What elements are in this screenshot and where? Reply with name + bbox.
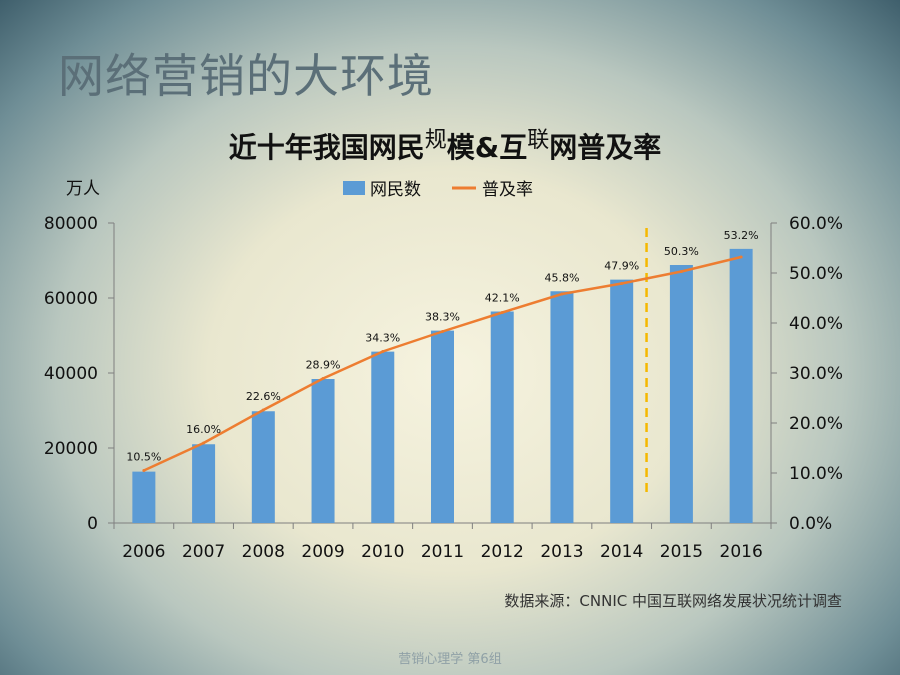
- legend: 网民数 普及率: [343, 180, 533, 200]
- x-tick-label: 2011: [421, 542, 464, 562]
- rate-label-2008: 22.6%: [246, 390, 281, 403]
- rate-point-2007: [202, 441, 206, 445]
- bar-2013: [550, 291, 574, 523]
- data-labels: 10.5% 16.0% 22.6% 28.9% 34.3% 38.3% 42.1% 45.8%…: [126, 229, 758, 464]
- rate-label-2015: 50.3%: [664, 245, 699, 258]
- chart-title: 近十年我国网民规模&互联网普及率: [229, 128, 661, 164]
- rate-label-2007: 16.0%: [186, 423, 221, 436]
- slide-title: 网络营销的大环境: [58, 49, 434, 103]
- y-left-tick-label: 60000: [44, 289, 98, 309]
- bar-2007: [192, 444, 216, 523]
- y-left-tick-label: 80000: [44, 214, 98, 234]
- rate-line-group: [142, 255, 743, 472]
- rate-point-2012: [500, 311, 504, 314]
- axes: 0 20000 40000 60000 80000 0.0% 10.0% 20.0% 30.0%…: [44, 214, 843, 562]
- y-right-tick-label: 10.0%: [789, 464, 843, 484]
- rate-point-2016: [739, 255, 743, 259]
- bar-2014: [610, 279, 634, 523]
- chart-title-part-4: 联: [527, 128, 549, 153]
- y-axis-unit: 万人: [66, 179, 100, 199]
- bar-2015: [669, 265, 693, 523]
- rate-point-2009: [321, 377, 325, 380]
- footer: 营销心理学 第6组: [398, 652, 502, 667]
- rate-label-2011: 38.3%: [425, 311, 460, 324]
- x-tick-label: 2006: [122, 542, 165, 562]
- x-tick-label: 2015: [660, 542, 703, 562]
- y-left-tick-label: 20000: [44, 439, 98, 459]
- rate-label-2006: 10.5%: [126, 451, 161, 464]
- chart-title-part-2: 规: [425, 128, 447, 153]
- chart-title-part-5: 网普及率: [549, 131, 661, 164]
- bar-2016: [729, 248, 753, 523]
- rate-label-2012: 42.1%: [485, 292, 520, 305]
- legend-bar-label: 网民数: [370, 180, 421, 200]
- bar-2008: [251, 411, 275, 523]
- x-tick-label: 2016: [720, 542, 763, 562]
- chart-title-part-1: 近十年我国网民: [229, 131, 425, 164]
- bars: [132, 248, 753, 523]
- chart-title-part-3: 模&互: [447, 131, 527, 164]
- legend-bar-swatch: [343, 181, 365, 195]
- rate-point-2006: [142, 469, 146, 472]
- x-tick-label: 2008: [242, 542, 285, 562]
- x-tick-label: 2013: [540, 542, 583, 562]
- y-left-tick-label: 0: [87, 514, 98, 534]
- rate-label-2013: 45.8%: [544, 271, 579, 284]
- rate-label-2016: 53.2%: [724, 229, 759, 242]
- y-right-tick-label: 30.0%: [789, 364, 843, 384]
- x-tick-label: 2007: [182, 542, 225, 562]
- y-right-tick-label: 0.0%: [789, 514, 832, 534]
- data-source: 数据来源：CNNIC 中国互联网络发展状况统计调查: [504, 592, 842, 610]
- x-tick-label: 2012: [481, 542, 524, 562]
- legend-line-label: 普及率: [482, 180, 533, 200]
- x-tick-label: 2009: [301, 542, 344, 562]
- rate-point-2013: [560, 292, 564, 296]
- x-tick-label: 2014: [600, 542, 643, 562]
- y-right-tick-label: 20.0%: [789, 414, 843, 434]
- y-left-tick-label: 40000: [44, 364, 98, 384]
- rate-label-2009: 28.9%: [306, 359, 341, 372]
- y-right-tick-label: 40.0%: [789, 314, 843, 334]
- bar-2010: [371, 351, 395, 523]
- bar-2009: [311, 379, 335, 523]
- x-tick-label: 2010: [361, 542, 404, 562]
- bar-2011: [431, 330, 454, 523]
- rate-point-2015: [679, 270, 683, 273]
- bar-2012: [490, 311, 514, 523]
- rate-point-2008: [261, 408, 265, 412]
- rate-point-2011: [441, 330, 444, 333]
- y-right-tick-label: 60.0%: [789, 214, 843, 234]
- rate-point-2010: [381, 350, 385, 353]
- rate-point-2014: [620, 282, 624, 285]
- bar-2006: [132, 471, 156, 523]
- y-right-tick-label: 50.0%: [789, 264, 843, 284]
- rate-label-2010: 34.3%: [365, 332, 400, 345]
- rate-label-2014: 47.9%: [604, 260, 639, 273]
